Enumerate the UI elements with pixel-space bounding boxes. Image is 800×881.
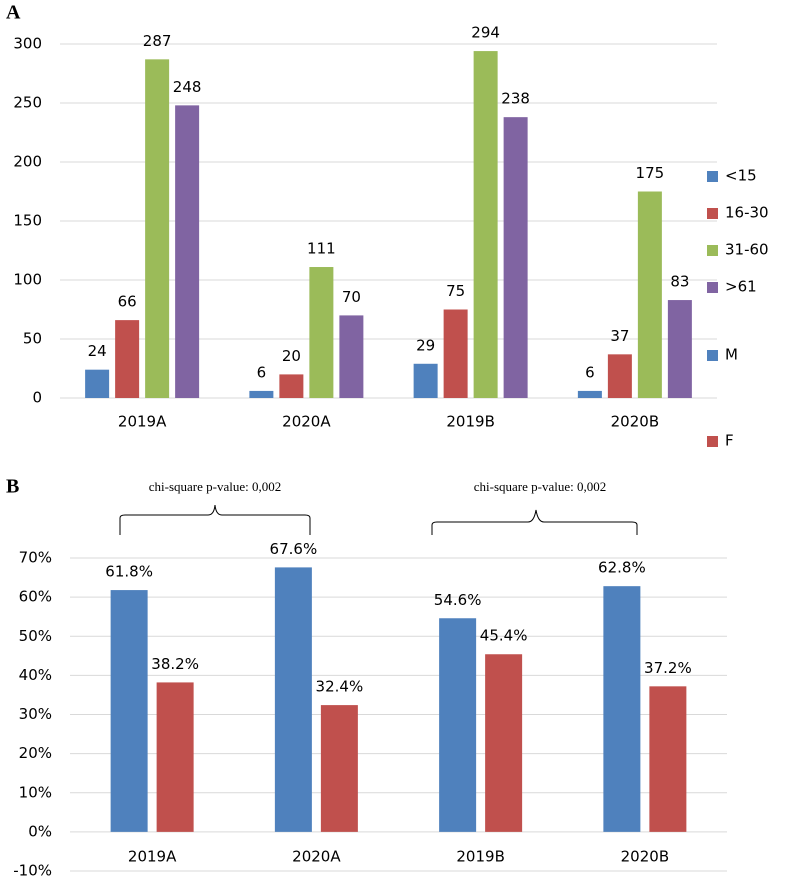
data-label: 38.2% [151,655,199,673]
legend-swatch [707,282,718,293]
annotation: chi-square p-value: 0,002 [474,479,606,494]
legend-swatch [707,208,718,219]
legend-label: 31-60 [725,241,769,259]
y-tick-label: 40% [19,666,52,684]
legend-label: F [725,432,734,450]
data-label: 70 [342,288,361,306]
panel-label: A [6,2,21,24]
bar [413,363,438,398]
bar [175,105,200,399]
bar [577,390,602,398]
bar [156,682,194,832]
data-label: 67.6% [270,540,318,558]
x-tick-label: 2020A [282,413,331,431]
y-tick-label: 60% [19,588,52,606]
y-tick-label: 70% [19,549,52,567]
data-label: 32.4% [316,678,364,696]
x-tick-label: 2019B [446,413,494,431]
data-label: 37 [610,327,629,345]
legend-swatch [707,245,718,256]
y-tick-label: 0% [28,822,52,840]
brace [119,504,311,535]
data-label: 6 [585,363,595,381]
data-label: 111 [307,240,336,258]
data-label: 287 [143,32,172,50]
x-tick-label: 2020B [611,413,659,431]
bar [115,320,140,398]
data-label: 20 [282,347,301,365]
legend-label: >61 [725,278,757,296]
bar [110,590,148,832]
bar [279,374,304,398]
data-label: 37.2% [644,659,692,677]
x-tick-label: 2019A [118,413,167,431]
bar [439,618,477,832]
y-tick-label: 10% [19,783,52,801]
bar [637,191,662,398]
data-label: 62.8% [598,559,646,577]
data-label: 248 [173,78,202,96]
legend-swatch [707,436,718,447]
bar [443,309,468,398]
bar [339,315,364,398]
y-tick-label: 0 [32,389,42,407]
y-tick-label: 150 [13,212,42,230]
x-tick-label: 2019B [456,848,504,866]
y-tick-label: 100 [13,271,42,289]
y-tick-label: 30% [19,705,52,723]
y-tick-label: 50 [23,330,42,348]
bar [274,567,312,832]
bar [473,51,498,399]
bar [320,705,358,832]
bar [249,390,274,398]
bar [607,354,632,398]
bar [603,586,641,832]
bar [85,369,110,398]
data-label: 29 [416,336,435,354]
data-label: 238 [501,90,530,108]
bar [667,300,692,398]
x-tick-label: 2019A [128,848,177,866]
bar [503,117,528,398]
bar [485,654,523,832]
y-tick-label: 20% [19,744,52,762]
bar [145,59,170,399]
x-tick-label: 2020B [621,848,669,866]
data-label: 75 [446,282,465,300]
data-label: 6 [257,363,267,381]
legend-label: <15 [725,167,757,185]
y-tick-label: 300 [13,35,42,53]
data-label: 45.4% [480,627,528,645]
y-tick-label: 200 [13,153,42,171]
data-label: 175 [636,164,665,182]
bar [309,267,334,398]
x-tick-label: 2020A [292,848,341,866]
y-tick-label: -10% [13,862,52,880]
legend-swatch [707,350,718,361]
legend-swatch [707,171,718,182]
data-label: 24 [88,342,107,360]
data-label: 66 [118,293,137,311]
y-tick-label: 50% [19,627,52,645]
annotation: chi-square p-value: 0,002 [149,479,281,494]
panel-label: B [6,476,19,498]
data-label: 61.8% [105,563,153,581]
brace [431,509,638,535]
y-tick-label: 250 [13,94,42,112]
legend-label: M [725,346,738,364]
data-label: 294 [471,24,500,42]
bar [649,686,687,832]
data-label: 54.6% [434,591,482,609]
data-label: 83 [670,273,689,291]
legend-label: 16-30 [725,204,769,222]
